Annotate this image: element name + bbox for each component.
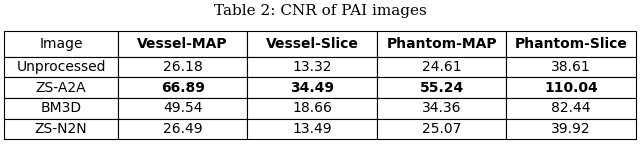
Title: Table 2: CNR of PAI images: Table 2: CNR of PAI images [214,4,426,18]
